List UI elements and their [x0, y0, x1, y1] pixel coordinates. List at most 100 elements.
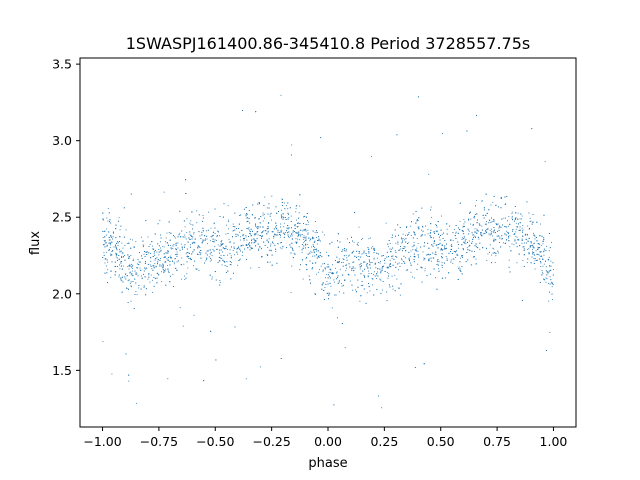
data-point [438, 261, 440, 263]
data-point [463, 225, 465, 227]
data-point [164, 270, 166, 271]
data-point [120, 225, 122, 227]
data-point [280, 234, 281, 236]
data-point [135, 291, 137, 293]
data-point [308, 275, 310, 277]
data-point [392, 234, 393, 236]
data-point [401, 241, 403, 243]
data-point [476, 232, 478, 234]
data-point [230, 241, 231, 243]
data-point [405, 250, 407, 252]
data-point [521, 239, 523, 241]
data-point [250, 235, 252, 237]
data-point [324, 267, 326, 269]
data-point [171, 248, 173, 250]
data-point [323, 290, 325, 291]
data-point [387, 243, 389, 245]
data-point [275, 226, 277, 228]
data-point [522, 260, 524, 261]
data-point [189, 231, 191, 233]
data-point [506, 230, 508, 232]
data-point [509, 235, 511, 237]
data-point [502, 242, 504, 244]
data-point [476, 199, 477, 201]
data-point [433, 240, 435, 242]
data-point [198, 214, 200, 216]
data-point [349, 280, 351, 282]
data-point [168, 232, 170, 233]
data-point [266, 254, 268, 255]
data-point [192, 228, 194, 230]
data-point [367, 275, 369, 277]
data-point [332, 273, 334, 275]
data-point [219, 280, 221, 282]
data-point [376, 274, 378, 276]
data-point [321, 284, 323, 286]
data-point [305, 236, 307, 238]
data-point [373, 248, 375, 250]
data-point [385, 222, 387, 224]
data-point [113, 246, 115, 248]
data-point [430, 273, 432, 275]
data-point [500, 226, 502, 228]
data-point [268, 222, 270, 224]
data-point [292, 231, 294, 233]
data-point [312, 230, 314, 232]
data-point [387, 266, 389, 268]
data-point [118, 274, 120, 276]
data-point [415, 250, 417, 252]
data-point [108, 237, 110, 239]
data-point [116, 253, 118, 255]
data-point [378, 253, 379, 255]
data-point [314, 240, 316, 242]
data-point [345, 270, 347, 272]
data-point [322, 271, 324, 273]
data-point [189, 222, 191, 224]
data-point [546, 278, 548, 280]
data-point [500, 197, 502, 198]
data-point [145, 268, 147, 270]
data-point [242, 251, 243, 253]
data-point [181, 230, 183, 232]
data-point [352, 267, 354, 269]
data-point [150, 274, 152, 276]
data-point [423, 245, 425, 247]
data-point [341, 261, 343, 263]
data-point [394, 250, 396, 252]
data-point [417, 220, 419, 221]
data-point [201, 234, 203, 236]
data-point [516, 236, 518, 238]
data-point [196, 222, 198, 224]
data-point [274, 234, 276, 236]
data-point [443, 232, 445, 234]
data-point [217, 262, 219, 264]
data-point [275, 251, 277, 252]
data-point [267, 227, 269, 229]
data-point [151, 268, 153, 270]
data-point [399, 265, 401, 267]
data-point [144, 251, 146, 252]
data-point [392, 264, 394, 266]
data-point [314, 252, 316, 254]
data-point [167, 378, 169, 380]
data-point [479, 248, 481, 250]
data-point [128, 255, 130, 257]
data-point [131, 263, 133, 265]
data-point [199, 254, 201, 256]
data-point [121, 280, 123, 282]
data-point [165, 268, 167, 270]
data-point [305, 263, 307, 265]
data-point [333, 272, 334, 274]
data-point [318, 255, 320, 257]
data-point [434, 233, 436, 234]
data-point [467, 249, 469, 251]
data-point [551, 286, 553, 288]
data-point [128, 268, 130, 270]
data-point [116, 254, 117, 256]
data-point [488, 209, 489, 211]
data-point [119, 251, 121, 253]
data-point [339, 268, 341, 270]
data-point [263, 204, 265, 206]
data-point [161, 265, 162, 267]
data-point [396, 278, 398, 280]
